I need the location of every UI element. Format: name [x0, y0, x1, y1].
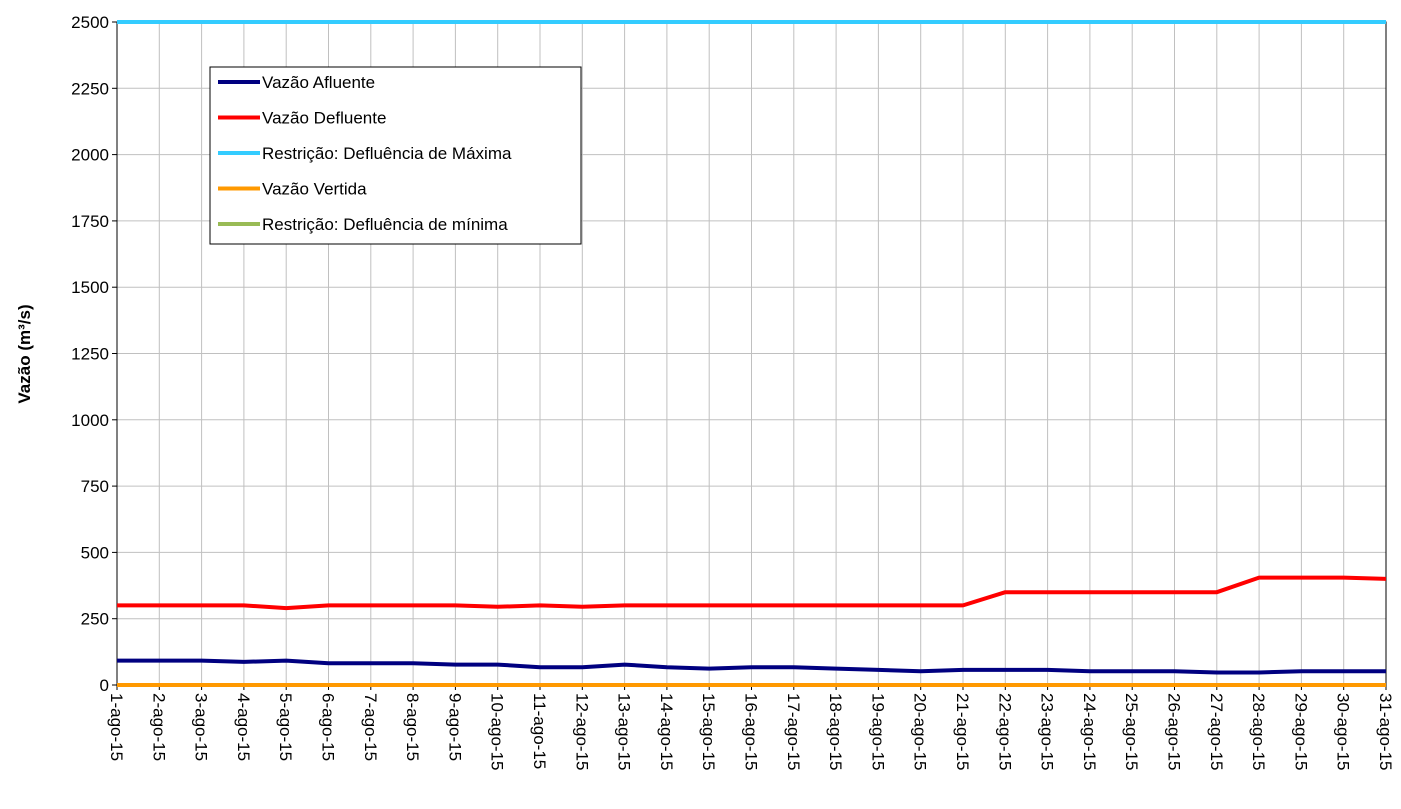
y-tick-label: 1250: [71, 345, 109, 364]
x-tick-label: 13-ago-15: [615, 693, 634, 771]
y-tick-label: 1750: [71, 212, 109, 231]
x-tick-label: 16-ago-15: [742, 693, 761, 771]
legend-label: Restrição: Defluência de mínima: [262, 215, 508, 234]
x-tick-label: 10-ago-15: [488, 693, 507, 771]
legend: Vazão Afluente Vazão Defluente Restrição: …: [209, 66, 582, 245]
x-tick-label: 31-ago-15: [1376, 693, 1395, 771]
legend-label: Vazão Afluente: [262, 73, 375, 92]
x-tick-label: 8-ago-15: [403, 693, 422, 761]
x-tick-label: 4-ago-15: [234, 693, 253, 761]
y-axis-label: Vazão (m³/s): [15, 304, 34, 403]
y-axis: 0 250 500 750 1000 1250 1500 1750 2000 2250 2500: [71, 13, 117, 695]
x-tick-label: 22-ago-15: [995, 693, 1014, 771]
x-tick-label: 19-ago-15: [868, 693, 887, 771]
y-tick-label: 1000: [71, 411, 109, 430]
x-tick-label: 18-ago-15: [826, 693, 845, 771]
x-tick-label: 12-ago-15: [572, 693, 591, 771]
y-tick-label: 0: [100, 676, 109, 695]
y-tick-label: 750: [81, 477, 109, 496]
x-tick-label: 3-ago-15: [192, 693, 211, 761]
x-axis: 1-ago-15 2-ago-15 3-ago-15 4-ago-15 5-ago-15…: [107, 685, 1395, 771]
y-tick-label: 500: [81, 543, 109, 562]
x-tick-label: 7-ago-15: [361, 693, 380, 761]
x-tick-label: 30-ago-15: [1334, 693, 1353, 771]
x-tick-label: 9-ago-15: [445, 693, 464, 761]
legend-label: Vazão Vertida: [262, 180, 367, 199]
x-tick-label: 20-ago-15: [911, 693, 930, 771]
legend-label: Restrição: Defluência de Máxima: [262, 144, 512, 163]
x-tick-label: 14-ago-15: [657, 693, 676, 771]
y-tick-label: 2000: [71, 146, 109, 165]
x-tick-label: 15-ago-15: [699, 693, 718, 771]
y-tick-label: 2500: [71, 13, 109, 32]
x-tick-label: 26-ago-15: [1165, 693, 1184, 771]
x-tick-label: 2-ago-15: [149, 693, 168, 761]
y-tick-label: 250: [81, 610, 109, 629]
x-tick-label: 1-ago-15: [107, 693, 126, 761]
x-tick-label: 17-ago-15: [784, 693, 803, 771]
x-tick-label: 5-ago-15: [276, 693, 295, 761]
legend-label: Vazão Defluente: [262, 109, 386, 128]
x-tick-label: 29-ago-15: [1291, 693, 1310, 771]
x-tick-label: 21-ago-15: [953, 693, 972, 771]
x-tick-label: 6-ago-15: [319, 693, 338, 761]
x-tick-label: 28-ago-15: [1249, 693, 1268, 771]
x-tick-label: 24-ago-15: [1080, 693, 1099, 771]
x-tick-label: 25-ago-15: [1122, 693, 1141, 771]
series-lines: [117, 20, 1387, 687]
x-tick-label: 27-ago-15: [1207, 693, 1226, 771]
y-tick-label: 2250: [71, 79, 109, 98]
x-tick-label: 23-ago-15: [1038, 693, 1057, 771]
legend-box: [209, 66, 582, 245]
x-tick-label: 11-ago-15: [530, 693, 549, 769]
y-tick-label: 1500: [71, 278, 109, 297]
series-line: [117, 575, 1387, 611]
series-line: [117, 658, 1386, 675]
